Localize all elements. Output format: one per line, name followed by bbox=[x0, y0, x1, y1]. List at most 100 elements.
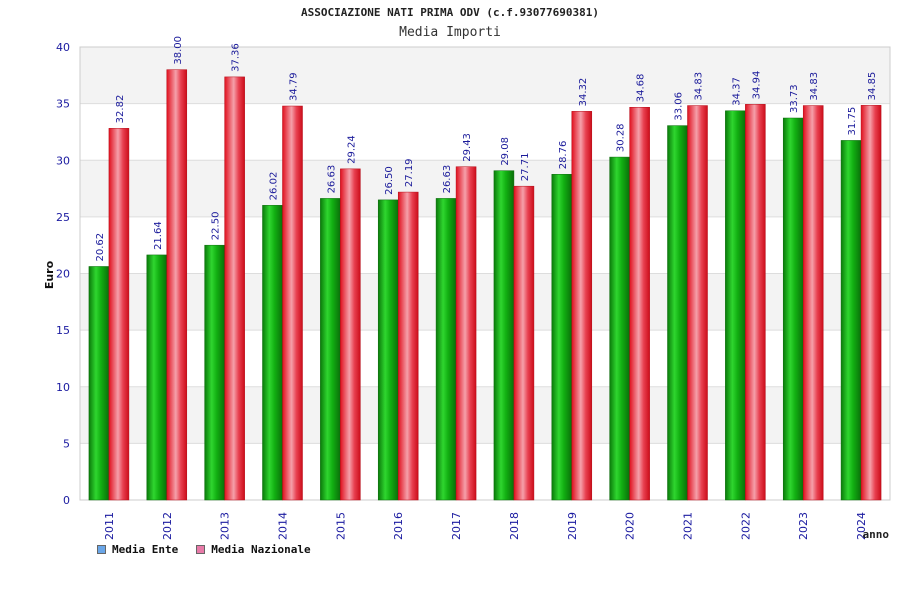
y-tick-label: 40 bbox=[56, 41, 70, 54]
chart-subtitle: Media Importi bbox=[399, 25, 501, 40]
bar-value-label: 27.71 bbox=[520, 153, 531, 182]
bar-media-nazionale bbox=[687, 105, 708, 501]
bar-value-label: 21.64 bbox=[153, 221, 164, 250]
bar-media-nazionale bbox=[108, 128, 130, 501]
y-tick-label: 5 bbox=[63, 437, 70, 450]
grid-band bbox=[80, 47, 890, 104]
plot-border bbox=[79, 46, 891, 501]
bar-media-ente bbox=[667, 125, 688, 501]
bar-value-label: 29.24 bbox=[346, 135, 357, 164]
x-tick-label: 2022 bbox=[739, 512, 752, 540]
x-tick-label: 2021 bbox=[682, 512, 695, 540]
bar-media-ente bbox=[262, 205, 283, 501]
x-tick-label: 2018 bbox=[508, 512, 521, 540]
bar-media-ente bbox=[609, 156, 630, 501]
bar-media-nazionale bbox=[282, 105, 303, 501]
bar-value-label: 31.75 bbox=[847, 107, 858, 136]
legend-item-nazionale: Media Nazionale bbox=[196, 543, 311, 556]
bar-value-label: 34.79 bbox=[289, 72, 300, 101]
y-tick-label: 0 bbox=[63, 494, 70, 507]
bar-media-nazionale bbox=[802, 105, 824, 501]
bar-value-label: 26.50 bbox=[384, 166, 395, 195]
bar-value-label: 29.08 bbox=[500, 137, 511, 166]
x-tick-label: 2014 bbox=[277, 512, 290, 540]
legend-swatch-ente bbox=[97, 545, 106, 554]
legend-label-nazionale: Media Nazionale bbox=[211, 543, 311, 556]
bar-media-nazionale bbox=[340, 168, 361, 501]
bar-value-label: 30.28 bbox=[616, 123, 627, 152]
legend-swatch-nazionale bbox=[196, 545, 206, 554]
x-tick-label: 2016 bbox=[392, 512, 405, 540]
bar-media-ente bbox=[88, 266, 110, 501]
bar-media-ente bbox=[840, 140, 862, 501]
x-tick-label: 2017 bbox=[450, 512, 463, 540]
y-tick-label: 15 bbox=[56, 324, 70, 337]
x-tick-label: 2012 bbox=[161, 512, 174, 540]
y-tick-label: 25 bbox=[56, 211, 70, 224]
y-tick-label: 20 bbox=[56, 268, 70, 281]
bar-value-label: 26.63 bbox=[326, 165, 337, 194]
bar-value-label: 20.62 bbox=[95, 233, 106, 262]
grid-band bbox=[80, 330, 890, 387]
bar-value-label: 33.06 bbox=[674, 92, 685, 121]
bar-media-nazionale bbox=[513, 185, 535, 501]
legend-label-ente: Media Ente bbox=[112, 543, 179, 556]
y-axis-label: Euro bbox=[43, 260, 56, 289]
y-tick-label: 10 bbox=[56, 381, 70, 394]
bar-value-label: 29.43 bbox=[462, 133, 473, 162]
bar-media-nazionale bbox=[455, 166, 477, 501]
grid-band bbox=[80, 443, 890, 500]
bar-media-nazionale bbox=[224, 76, 245, 501]
bar-media-nazionale bbox=[397, 191, 419, 501]
bar-media-nazionale bbox=[166, 69, 188, 501]
x-tick-label: 2020 bbox=[624, 512, 637, 540]
bar-value-label: 34.37 bbox=[731, 77, 742, 106]
bar-value-label: 34.94 bbox=[751, 71, 762, 100]
legend: Media Ente Media Nazionale bbox=[97, 543, 311, 556]
x-tick-label: 2011 bbox=[103, 512, 116, 540]
bar-value-label: 37.36 bbox=[231, 43, 242, 72]
chart-title: ASSOCIAZIONE NATI PRIMA ODV (c.f.9307769… bbox=[300, 6, 599, 19]
bar-media-nazionale bbox=[860, 105, 882, 501]
legend-item-ente: Media Ente bbox=[97, 543, 178, 556]
x-tick-label: 2019 bbox=[566, 512, 579, 540]
y-tick-label: 35 bbox=[56, 98, 70, 111]
bar-media-ente bbox=[435, 198, 457, 501]
bar-value-label: 34.83 bbox=[809, 72, 820, 101]
bar-media-nazionale bbox=[571, 111, 593, 501]
bar-media-ente bbox=[551, 174, 573, 501]
bar-media-ente bbox=[146, 254, 168, 501]
grid-band bbox=[80, 160, 890, 217]
bar-value-label: 32.82 bbox=[115, 95, 126, 124]
bar-media-nazionale bbox=[629, 106, 650, 501]
bar-media-ente bbox=[320, 198, 341, 501]
y-tick-label: 30 bbox=[56, 154, 70, 167]
bar-value-label: 34.68 bbox=[636, 74, 647, 103]
x-tick-label: 2013 bbox=[219, 512, 232, 540]
x-tick-label: 2015 bbox=[334, 512, 347, 540]
x-axis-label: anno bbox=[863, 528, 890, 541]
bar-value-label: 34.83 bbox=[694, 72, 705, 101]
bar-media-ente bbox=[204, 244, 225, 501]
grid-band bbox=[80, 386, 890, 444]
bar-value-label: 22.50 bbox=[211, 212, 222, 241]
bar-value-label: 27.19 bbox=[404, 158, 415, 187]
bar-media-nazionale bbox=[745, 104, 766, 501]
bar-value-label: 26.02 bbox=[269, 172, 280, 201]
grid-band bbox=[80, 273, 890, 331]
bar-value-label: 28.76 bbox=[558, 141, 569, 170]
bar-value-label: 38.00 bbox=[173, 36, 184, 65]
x-tick-label: 2023 bbox=[797, 512, 810, 540]
grid-band bbox=[80, 216, 890, 274]
bar-media-ente bbox=[493, 170, 515, 501]
bar-value-label: 26.63 bbox=[442, 165, 453, 194]
x-tick-label: 2024 bbox=[855, 512, 868, 540]
bar-media-ente bbox=[377, 199, 399, 501]
bar-value-label: 34.32 bbox=[578, 78, 589, 107]
bar-value-label: 33.73 bbox=[789, 84, 800, 113]
bar-media-ente bbox=[725, 110, 746, 501]
grid-band bbox=[80, 103, 890, 161]
bar-value-label: 34.85 bbox=[867, 72, 878, 101]
